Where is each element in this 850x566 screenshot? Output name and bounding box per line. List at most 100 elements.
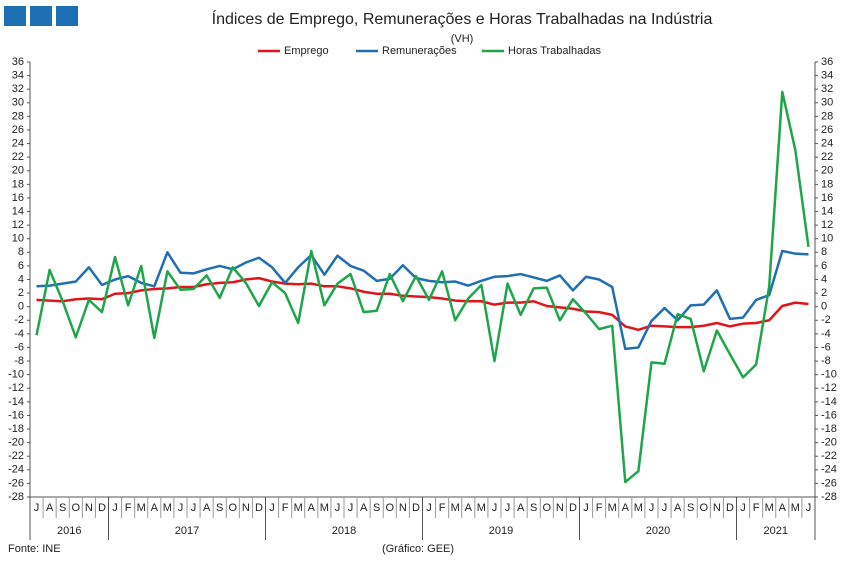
x-tick-label: M [608, 502, 617, 514]
x-tick-label: O [72, 502, 81, 514]
x-tick-label: J [335, 502, 341, 514]
x-tick-label: J [34, 502, 40, 514]
x-group-label: 2016 [57, 525, 81, 537]
y2-tick-label: -16 [821, 409, 837, 421]
x-tick-label: A [674, 502, 682, 514]
x-tick-label: M [765, 502, 774, 514]
y-tick-label: 16 [12, 192, 24, 204]
x-tick-label: N [399, 502, 407, 514]
x-tick-label: D [255, 502, 263, 514]
y-tick-label: 10 [12, 233, 24, 245]
x-tick-label: A [622, 502, 630, 514]
y-tick-label: -18 [8, 423, 24, 435]
y-tick-label: 24 [12, 137, 24, 149]
y-tick-label: -20 [8, 437, 24, 449]
y2-tick-label: 0 [821, 301, 827, 313]
y2-tick-label: 2 [821, 287, 827, 299]
y2-tick-label: 16 [821, 192, 833, 204]
legend-label: Horas Trabalhadas [508, 45, 601, 57]
y-tick-label: 14 [12, 205, 24, 217]
x-tick-label: J [806, 502, 812, 514]
y2-tick-label: 14 [821, 205, 833, 217]
y2-tick-label: -20 [821, 437, 837, 449]
y2-tick-label: 4 [821, 273, 827, 285]
y-tick-label: 30 [12, 97, 24, 109]
credit: (Gráfico: GEE) [382, 543, 454, 555]
y2-tick-label: 30 [821, 97, 833, 109]
x-tick-label: M [634, 502, 643, 514]
x-tick-label: J [662, 502, 668, 514]
y2-tick-label: 8 [821, 246, 827, 258]
x-tick-label: M [294, 502, 303, 514]
x-tick-label: J [740, 502, 746, 514]
y-tick-label: 20 [12, 165, 24, 177]
x-group-label: 2018 [332, 525, 356, 537]
legend-label: Remunerações [382, 45, 457, 57]
x-tick-label: A [151, 502, 159, 514]
y-tick-label: 2 [18, 287, 24, 299]
y2-tick-label: -14 [821, 396, 837, 408]
y-tick-label: -24 [8, 464, 24, 476]
x-tick-label: A [308, 502, 316, 514]
y2-tick-label: -24 [821, 464, 837, 476]
x-tick-label: A [46, 502, 54, 514]
x-tick-label: J [649, 502, 655, 514]
x-tick-label: J [505, 502, 511, 514]
x-tick-label: J [178, 502, 184, 514]
y-tick-label: -12 [8, 382, 24, 394]
y-tick-label: -26 [8, 477, 24, 489]
y-tick-label: -6 [14, 341, 24, 353]
x-tick-label: J [191, 502, 197, 514]
y-tick-label: 26 [12, 124, 24, 136]
x-tick-label: S [687, 502, 694, 514]
y2-tick-label: 24 [821, 137, 833, 149]
series-line [35, 90, 810, 484]
y-tick-label: 32 [12, 83, 24, 95]
x-group-label: 2021 [764, 525, 788, 537]
x-tick-label: F [439, 502, 446, 514]
y-tick-label: 18 [12, 178, 24, 190]
x-tick-label: F [282, 502, 289, 514]
y2-tick-label: 36 [821, 56, 833, 68]
x-tick-label: J [269, 502, 275, 514]
x-tick-label: M [791, 502, 800, 514]
y-tick-label: -4 [14, 328, 24, 340]
y2-tick-label: 26 [821, 124, 833, 136]
x-tick-label: M [320, 502, 329, 514]
y2-tick-label: 28 [821, 110, 833, 122]
x-tick-label: D [98, 502, 106, 514]
y-tick-label: 0 [18, 301, 24, 313]
y2-tick-label: -22 [821, 450, 837, 462]
x-tick-label: A [465, 502, 473, 514]
x-group-label: 2017 [175, 525, 199, 537]
y-tick-label: -8 [14, 355, 24, 367]
y2-tick-label: -4 [821, 328, 831, 340]
y-tick-label: -14 [8, 396, 24, 408]
x-tick-label: F [125, 502, 132, 514]
x-tick-label: D [569, 502, 577, 514]
y-tick-label: -2 [14, 314, 24, 326]
x-tick-label: A [203, 502, 211, 514]
x-tick-label: S [216, 502, 223, 514]
x-tick-label: J [426, 502, 432, 514]
y2-tick-label: -28 [821, 491, 837, 503]
y-tick-label: 4 [18, 273, 24, 285]
y2-tick-label: 34 [821, 70, 833, 82]
y2-tick-label: -6 [821, 341, 831, 353]
x-tick-label: J [492, 502, 498, 514]
x-tick-label: O [700, 502, 709, 514]
x-tick-label: S [530, 502, 537, 514]
x-tick-label: O [229, 502, 238, 514]
y-tick-label: 34 [12, 70, 24, 82]
x-tick-label: S [59, 502, 66, 514]
y2-tick-label: 18 [821, 178, 833, 190]
y-tick-label: 28 [12, 110, 24, 122]
x-tick-label: M [451, 502, 460, 514]
logo [4, 6, 26, 26]
x-group-label: 2019 [489, 525, 513, 537]
y-tick-label: 6 [18, 260, 24, 272]
y2-tick-label: 32 [821, 83, 833, 95]
x-tick-label: N [556, 502, 564, 514]
y2-tick-label: 20 [821, 165, 833, 177]
